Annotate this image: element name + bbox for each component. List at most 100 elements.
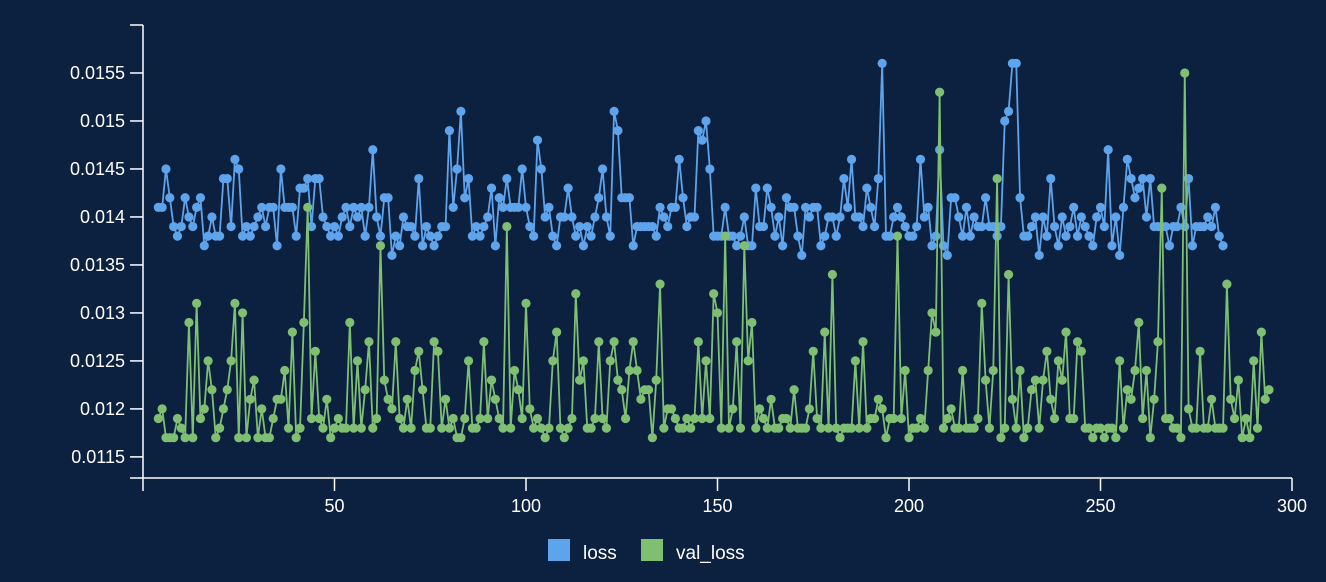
data-point (1118, 423, 1129, 433)
data-point (1199, 221, 1209, 232)
data-point (617, 385, 627, 395)
data-point (192, 202, 202, 212)
data-point (486, 183, 497, 193)
data-point (858, 221, 868, 232)
data-point (375, 231, 386, 241)
data-point (268, 413, 278, 424)
data-point (444, 423, 454, 433)
data-point (172, 413, 183, 424)
data-point (781, 193, 792, 203)
data-point (448, 202, 458, 212)
data-point (666, 404, 677, 414)
data-point (429, 337, 439, 347)
data-point (1107, 423, 1117, 433)
data-point (1245, 433, 1255, 443)
data-point (260, 221, 271, 232)
data-point (590, 413, 600, 424)
data-point (689, 413, 700, 424)
data-point (1164, 241, 1175, 251)
data-point (517, 413, 527, 424)
data-point (1092, 212, 1102, 222)
data-point (1007, 394, 1018, 404)
y-tick-label: 0.015 (80, 111, 125, 131)
data-point (931, 327, 941, 337)
data-point (709, 289, 719, 299)
data-point (965, 231, 975, 241)
data-point (387, 250, 397, 260)
y-tick-label: 0.012 (80, 399, 125, 419)
data-point (1023, 423, 1033, 433)
data-point (988, 365, 998, 376)
data-point (900, 221, 910, 232)
data-point (854, 212, 864, 222)
data-point (237, 308, 248, 318)
data-point (682, 413, 692, 424)
data-point (1069, 413, 1079, 424)
data-point (283, 423, 294, 433)
data-point (1180, 68, 1190, 78)
data-point (912, 423, 922, 433)
data-point (1138, 413, 1148, 424)
y-tick-label: 0.0115 (71, 447, 125, 467)
data-point (1138, 173, 1148, 184)
data-point (823, 423, 834, 433)
data-point (820, 327, 830, 337)
data-point (417, 385, 428, 395)
data-point (352, 356, 363, 366)
data-point (869, 221, 880, 232)
data-point (670, 202, 680, 212)
data-point (613, 125, 623, 136)
data-point (969, 423, 979, 433)
data-point (525, 221, 535, 232)
data-point (800, 202, 811, 212)
data-point (1026, 385, 1037, 395)
data-point (977, 221, 987, 232)
data-point (356, 423, 366, 433)
data-point (747, 241, 757, 251)
data-point (594, 193, 604, 203)
data-point (314, 413, 324, 424)
data-point (624, 193, 635, 203)
data-point (1072, 231, 1083, 241)
data-point (314, 173, 324, 184)
data-point (521, 298, 531, 308)
data-point (1049, 221, 1060, 232)
data-point (1000, 116, 1010, 126)
data-point (460, 413, 470, 424)
data-point (322, 221, 332, 232)
data-point (322, 394, 332, 404)
data-point (958, 365, 968, 376)
data-point (582, 221, 592, 232)
data-point (391, 337, 401, 347)
data-point (609, 337, 619, 347)
data-point (601, 212, 612, 222)
data-point (433, 231, 443, 241)
data-point (494, 193, 504, 203)
data-point (1145, 433, 1155, 443)
x-tick-label: 200 (894, 496, 924, 516)
data-point (513, 202, 523, 212)
data-point (280, 365, 290, 376)
data-point (1195, 346, 1205, 356)
data-point (866, 202, 876, 212)
data-point (440, 221, 451, 232)
data-point (992, 173, 1002, 184)
data-point (563, 183, 573, 193)
data-point (655, 202, 665, 212)
data-point (184, 212, 194, 222)
data-point (774, 212, 784, 222)
data-point (180, 433, 190, 443)
data-point (326, 231, 336, 241)
data-point (559, 212, 569, 222)
data-point (1214, 231, 1224, 241)
data-point (299, 183, 309, 193)
data-point (858, 337, 868, 347)
data-point (498, 202, 508, 212)
data-point (329, 423, 340, 433)
data-point (1126, 173, 1136, 184)
data-point (498, 423, 508, 433)
data-point (207, 212, 217, 222)
data-point (1034, 250, 1044, 260)
data-point (954, 212, 964, 222)
data-point (682, 221, 692, 232)
